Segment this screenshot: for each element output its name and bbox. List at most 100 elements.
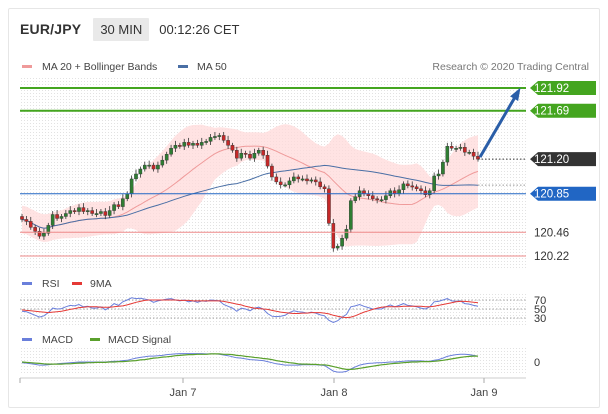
credit-text: Research © 2020 Trading Central bbox=[432, 61, 589, 73]
candle-body bbox=[37, 231, 42, 237]
candle-body bbox=[292, 176, 296, 182]
x-tick-label: Jan 8 bbox=[321, 387, 348, 399]
candle-body bbox=[445, 146, 450, 163]
macd-signal-line bbox=[21, 353, 478, 370]
candle-body bbox=[164, 154, 169, 161]
candle-body bbox=[64, 213, 68, 217]
candle-body bbox=[458, 147, 463, 149]
rsi-line bbox=[21, 297, 479, 324]
candle-body bbox=[186, 142, 191, 146]
candle-body bbox=[103, 211, 108, 216]
candle-body bbox=[24, 219, 29, 222]
candle-body bbox=[85, 210, 90, 212]
candle-body bbox=[441, 161, 445, 175]
candle-body bbox=[349, 200, 353, 230]
candle-body bbox=[204, 141, 208, 143]
candle-body bbox=[322, 186, 327, 190]
candle-body bbox=[134, 173, 138, 180]
rsi-ma-line bbox=[21, 299, 479, 319]
candle-body bbox=[199, 142, 204, 146]
macd-legend: MACD MACD Signal bbox=[22, 334, 171, 346]
candle-body bbox=[414, 186, 419, 190]
candle-body bbox=[265, 154, 270, 167]
price-layer bbox=[20, 124, 480, 252]
candle-body bbox=[340, 238, 344, 247]
clock-label: 00:12:26 CET bbox=[159, 21, 240, 37]
pivot-level-label: 120.85 bbox=[534, 189, 569, 201]
candle-body bbox=[147, 164, 151, 167]
resistance-level-tag bbox=[530, 81, 596, 95]
candle-body bbox=[156, 164, 160, 170]
candle-body bbox=[28, 221, 33, 228]
candle-body bbox=[94, 213, 99, 215]
ma20-legend-swatch bbox=[22, 65, 32, 68]
rsi-ma-legend-label: 9MA bbox=[90, 278, 112, 290]
candle-body bbox=[182, 142, 187, 147]
candle-body bbox=[112, 204, 116, 211]
candle-body bbox=[46, 225, 51, 234]
candle-body bbox=[226, 140, 230, 146]
candle-body bbox=[72, 210, 77, 212]
candle-body bbox=[274, 176, 279, 183]
candle-body bbox=[256, 150, 261, 154]
candle-body bbox=[42, 233, 46, 237]
candle-body bbox=[401, 183, 406, 190]
candle-body bbox=[169, 148, 173, 155]
candle-body bbox=[235, 150, 239, 159]
candle-body bbox=[344, 229, 349, 239]
candle-body bbox=[335, 245, 340, 249]
ma20-legend-label: MA 20 + Bollinger Bands bbox=[42, 61, 157, 73]
candle-body bbox=[151, 164, 156, 170]
candle-body bbox=[20, 216, 24, 220]
macd-plot-grid bbox=[20, 347, 526, 375]
x-tick-label: Jan 7 bbox=[170, 387, 197, 399]
candle-body bbox=[248, 154, 252, 159]
candle-body bbox=[463, 147, 467, 153]
candle-body bbox=[309, 179, 314, 182]
candle-body bbox=[107, 210, 112, 216]
bollinger-band bbox=[22, 124, 478, 247]
candle-body bbox=[252, 153, 257, 159]
candle-body bbox=[313, 179, 318, 183]
candle-body bbox=[125, 193, 130, 199]
candle-body bbox=[77, 207, 81, 212]
candle-body bbox=[283, 184, 287, 187]
candle-body bbox=[419, 188, 423, 191]
macd-signal-legend-swatch bbox=[90, 338, 100, 341]
rsi-tick-label: 30 bbox=[534, 313, 546, 325]
candle-body bbox=[116, 204, 121, 207]
candle-body bbox=[221, 135, 226, 141]
candle-body bbox=[296, 176, 301, 180]
candle-body bbox=[318, 181, 322, 188]
candle-body bbox=[305, 178, 309, 182]
candle-body bbox=[55, 214, 59, 219]
candle-body bbox=[230, 145, 235, 151]
candle-body bbox=[129, 178, 134, 194]
candle-body bbox=[121, 198, 125, 207]
ma50-legend-label: MA 50 bbox=[197, 61, 227, 73]
candle-body bbox=[300, 178, 305, 181]
candle-body bbox=[375, 198, 379, 201]
candle-body bbox=[138, 168, 143, 175]
candle-body bbox=[454, 148, 458, 150]
support-level-label: 120.22 bbox=[534, 251, 569, 263]
current-level-label: 121.20 bbox=[534, 154, 569, 166]
candle-body bbox=[208, 137, 213, 142]
rsi-tick-label: 50 bbox=[534, 304, 546, 316]
candle-body bbox=[99, 211, 103, 214]
candle-body bbox=[432, 175, 436, 191]
candle-body bbox=[471, 152, 476, 157]
candle-body bbox=[239, 153, 244, 159]
candle-body bbox=[160, 159, 165, 166]
candle-body bbox=[423, 190, 428, 195]
forecast-arrow bbox=[478, 91, 520, 158]
current-level-tag bbox=[530, 152, 596, 167]
rsi-legend-swatch bbox=[22, 282, 32, 285]
x-axis: Jan 7 Jan 8 Jan 9 bbox=[19, 377, 526, 399]
candle-body bbox=[370, 195, 375, 199]
rsi-legend-label: RSI bbox=[42, 278, 60, 290]
candle-body bbox=[261, 150, 265, 156]
timeframe-button[interactable]: 30 MIN bbox=[93, 17, 150, 41]
resistance-level-label: 121.69 bbox=[534, 106, 569, 118]
